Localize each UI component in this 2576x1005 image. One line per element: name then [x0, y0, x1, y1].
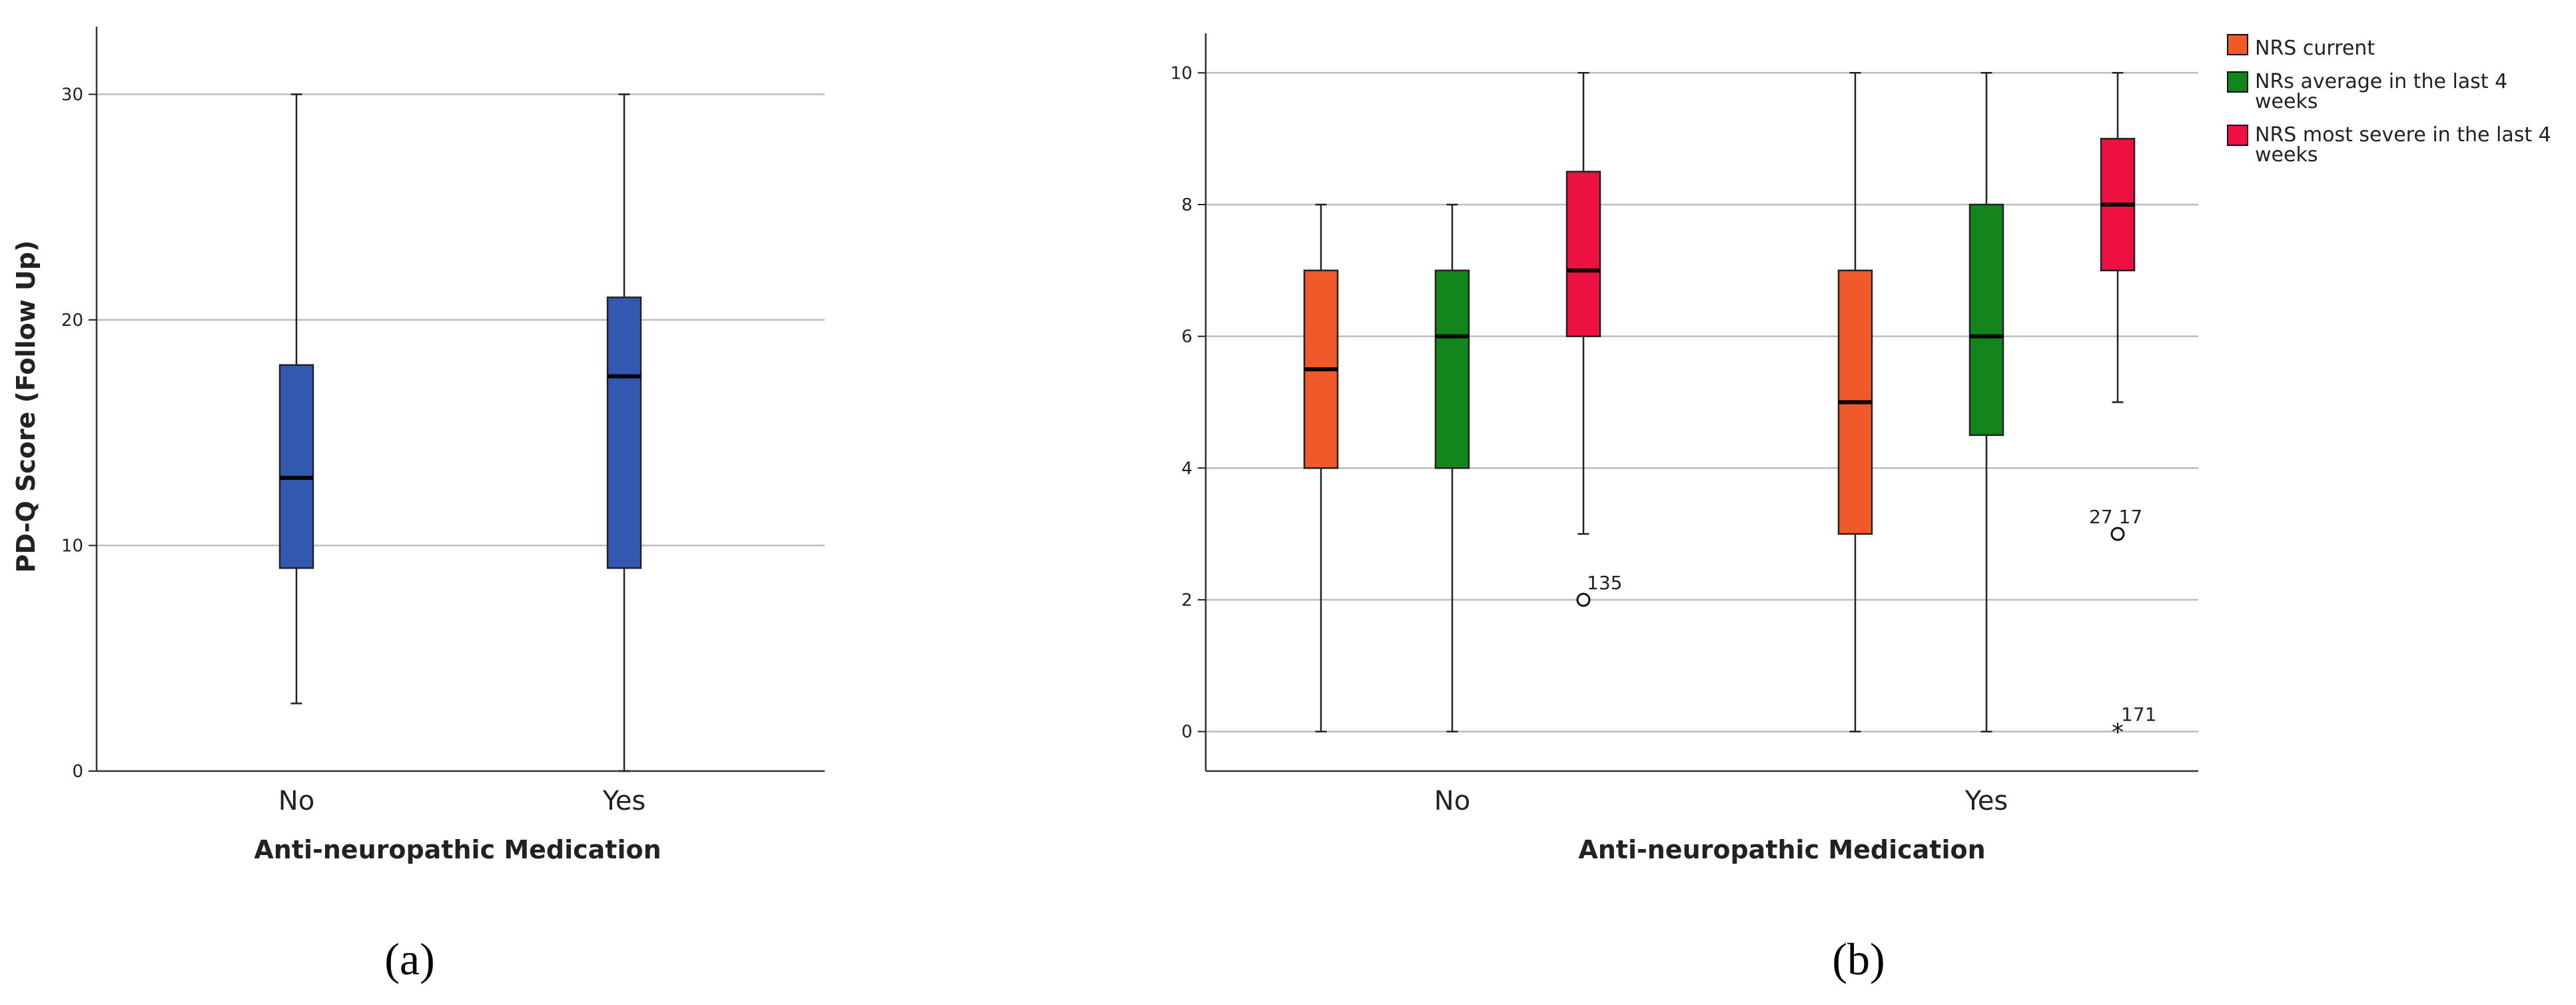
panel-label-a: (a): [384, 934, 434, 984]
y-tick-label: 0: [72, 762, 83, 782]
box-iqr: [278, 364, 314, 569]
x-category-label: No: [278, 786, 314, 816]
y-tick-label: 6: [1181, 327, 1192, 347]
panel-label-b: (b): [1832, 934, 1885, 984]
chart-a-boxes: [278, 93, 642, 772]
box-iqr: [1565, 171, 1601, 337]
box-plot: [1565, 72, 1601, 535]
extreme-marker: *: [2112, 719, 2124, 746]
chart-b-legend: NRS current NRs average in the last 4 wee…: [2227, 34, 2551, 167]
chart-a-category-labels: No Yes: [278, 786, 645, 816]
outlier-marker: [1576, 592, 1591, 607]
chart-b-y-ticks: 0 2 4 6 8 10: [1170, 63, 1206, 742]
chart-a: 0 10 20 30 No Yes PD-Q Score (Follow Up) Ant…: [11, 27, 825, 864]
chart-b-axes: [1204, 33, 2198, 772]
chart-b-x-axis-title: Anti-neuropathic Medication: [1578, 835, 1985, 864]
legend-item-nrs-most-severe: NRS most severe in the last 4 weeks: [2227, 123, 2551, 167]
y-tick-label: 10: [1170, 63, 1192, 83]
chart-b-outliers: 135 27 17 *171: [1576, 506, 2156, 746]
legend-label: NRS most severe in the last 4 weeks: [2255, 123, 2551, 167]
box-iqr: [1968, 203, 2004, 437]
chart-a-y-ticks: 0 10 20 30: [61, 85, 97, 782]
box-plot: [1968, 72, 2004, 732]
outlier-label: 171: [2121, 704, 2156, 726]
chart-a-gridlines: [97, 93, 825, 546]
box-plot: [1434, 203, 1470, 732]
y-tick-label: 8: [1181, 195, 1192, 215]
box-iqr: [1434, 269, 1470, 469]
outlier-marker: [2110, 526, 2125, 541]
chart-a-axes: [95, 27, 825, 772]
chart-b-gridlines: [1206, 72, 2198, 732]
x-category-label: Yes: [602, 786, 646, 816]
box-plot: [2100, 72, 2136, 403]
box-iqr: [606, 296, 642, 569]
legend-swatch: [2227, 71, 2248, 93]
y-tick-label: 2: [1181, 590, 1192, 610]
x-category-label: Yes: [1964, 786, 2008, 816]
outlier-label: 27 17: [2089, 506, 2142, 528]
y-tick-label: 4: [1181, 459, 1192, 479]
chart-b: 0 2 4 6 8 10 135 27 17 *171 No Yes Anti-neuropat…: [1170, 33, 2551, 864]
y-tick-label: 10: [61, 536, 83, 556]
box-plot: [1303, 203, 1339, 732]
legend-item-nrs-current: NRS current: [2227, 34, 2375, 60]
legend-item-nrs-average: NRs average in the last 4 weeks: [2227, 70, 2507, 113]
legend-swatch: [2227, 125, 2248, 146]
chart-a-x-axis-title: Anti-neuropathic Medication: [254, 835, 661, 864]
box-plot: [278, 93, 314, 704]
box-plot: [606, 93, 642, 772]
y-tick-label: 30: [61, 85, 83, 105]
y-tick-label: 0: [1181, 722, 1192, 742]
legend-label: NRs average in the last 4 weeks: [2255, 70, 2507, 113]
legend-label: NRS current: [2255, 37, 2375, 60]
x-category-label: No: [1434, 786, 1470, 816]
chart-b-category-labels: No Yes: [1434, 786, 2008, 816]
outlier-label: 135: [1587, 572, 1622, 594]
box-plot: [1837, 72, 1873, 732]
legend-swatch: [2227, 34, 2248, 55]
chart-b-boxes: [1303, 72, 2136, 732]
chart-a-y-axis-title: PD-Q Score (Follow Up): [11, 241, 41, 573]
y-tick-label: 20: [61, 311, 83, 331]
